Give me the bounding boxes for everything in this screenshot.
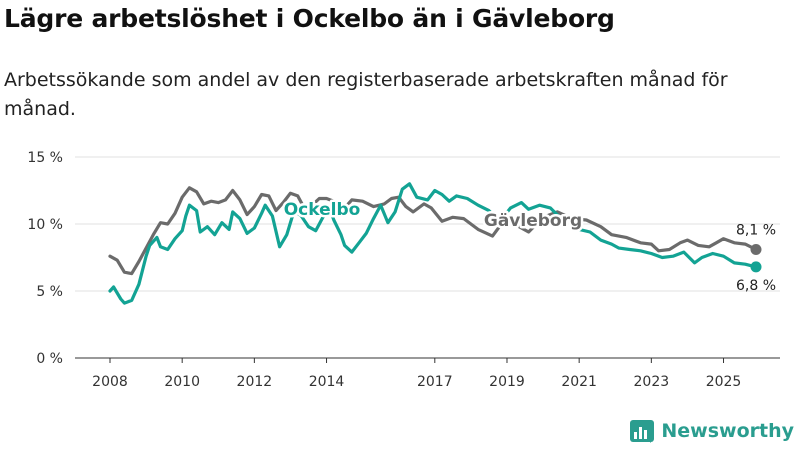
x-tick-label: 2021 <box>561 374 597 390</box>
end-value-label: 6,8 % <box>736 278 776 294</box>
axis-layer: 0 % 5 % 10 % 15 % 2008 2010 2012 2014 2017 2019 20… <box>27 150 780 390</box>
series-label: Ockelbo <box>284 200 361 220</box>
series-line-gvleborg <box>108 186 758 276</box>
grid-layer <box>75 156 780 292</box>
x-tick-label: 2010 <box>164 374 200 390</box>
chart-title: Lägre arbetslöshet i Ockelbo än i Gävleb… <box>4 4 615 33</box>
x-tick-label: 2025 <box>706 374 742 390</box>
series-label: Gävleborg <box>484 211 582 231</box>
x-tick-label: 2012 <box>237 374 273 390</box>
y-tick-label: 15 % <box>27 150 63 166</box>
chart-subtitle: Arbetssökande som andel av den registerb… <box>4 69 728 120</box>
x-tick-label: 2019 <box>489 374 525 390</box>
y-tick-label: 0 % <box>36 351 63 367</box>
series-endpoint <box>750 261 762 273</box>
brand-name: Newsworthy <box>661 420 794 442</box>
bar-chart-icon <box>630 420 655 443</box>
series-layer <box>108 182 762 305</box>
y-tick-label: 10 % <box>27 217 63 233</box>
label-layer: 8,1 % 6,8 % Ockelbo Gävleborg <box>281 198 776 294</box>
series-endpoint <box>750 243 762 255</box>
y-tick-label: 5 % <box>36 284 63 300</box>
x-tick-label: 2023 <box>634 374 670 390</box>
series-line-ockelbo <box>108 182 758 305</box>
newsworthy-logo: Newsworthy <box>629 418 794 444</box>
end-value-label: 8,1 % <box>736 222 776 238</box>
x-tick-label: 2017 <box>417 374 453 390</box>
x-tick-label: 2014 <box>309 374 345 390</box>
x-tick-label: 2008 <box>92 374 128 390</box>
